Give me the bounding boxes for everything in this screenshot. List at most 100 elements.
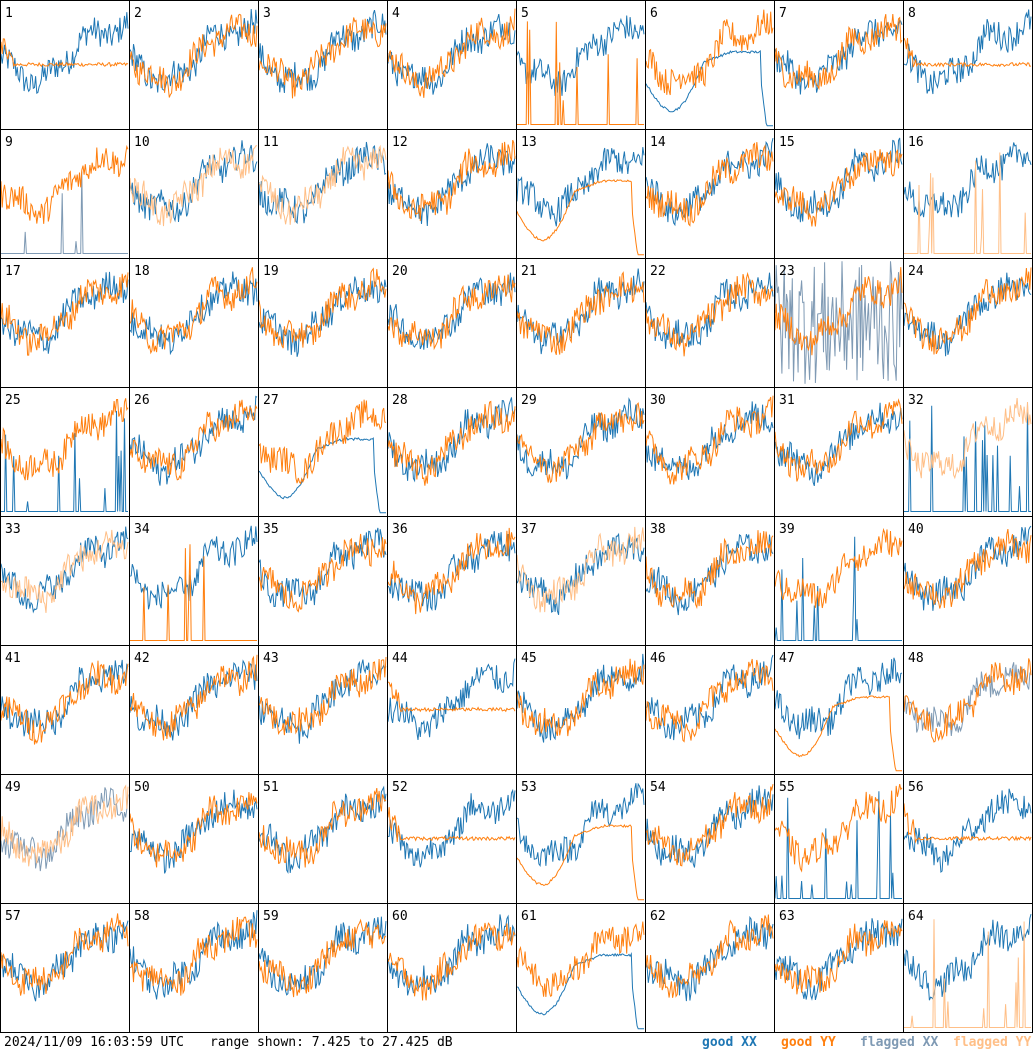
series-yy-11 xyxy=(258,144,387,225)
series-xx-32 xyxy=(904,404,1031,512)
panel-label: 19 xyxy=(263,264,279,279)
series-yy-9 xyxy=(0,144,129,224)
series-xx-25 xyxy=(1,410,128,512)
panel-49: 49 xyxy=(0,774,130,904)
series-yy-36 xyxy=(387,527,516,615)
series-yy-37 xyxy=(516,526,645,613)
series-yy-4 xyxy=(387,8,516,98)
panel-label: 15 xyxy=(779,135,795,150)
panel-label: 57 xyxy=(5,909,21,924)
panel-label: 52 xyxy=(392,780,408,795)
series-xx-15 xyxy=(774,137,903,223)
panel-label: 42 xyxy=(134,651,150,666)
series-yy-42 xyxy=(129,654,258,741)
panel-62: 62 xyxy=(645,903,775,1033)
series-xx-29 xyxy=(516,397,645,480)
panel-13: 13 xyxy=(516,129,646,259)
panel-28: 28 xyxy=(387,387,517,517)
panel-1: 1 xyxy=(0,0,130,130)
series-yy-16 xyxy=(904,152,1031,254)
panel-label: 6 xyxy=(650,6,658,21)
panel-50: 50 xyxy=(129,774,259,904)
panel-label: 44 xyxy=(392,651,408,666)
panel-45: 45 xyxy=(516,645,646,775)
panel-label: 59 xyxy=(263,909,279,924)
panel-5: 5 xyxy=(516,0,646,130)
panel-label: 35 xyxy=(263,522,279,537)
panel-label: 5 xyxy=(521,6,529,21)
series-xx-37 xyxy=(516,532,645,616)
panel-2: 2 xyxy=(129,0,259,130)
series-yy-23 xyxy=(774,267,903,356)
panel-label: 30 xyxy=(650,393,666,408)
panel-33: 33 xyxy=(0,516,130,646)
panel-label: 37 xyxy=(521,522,537,537)
series-xx-35 xyxy=(258,527,387,608)
series-yy-41 xyxy=(0,660,129,745)
panel-4: 4 xyxy=(387,0,517,130)
panel-label: 58 xyxy=(134,909,150,924)
panel-37: 37 xyxy=(516,516,646,646)
series-xx-16 xyxy=(903,142,1032,218)
series-xx-54 xyxy=(645,785,774,868)
series-yy-47 xyxy=(774,695,902,772)
series-xx-24 xyxy=(903,272,1032,357)
series-yy-10 xyxy=(129,145,258,227)
panel-18: 18 xyxy=(129,258,259,388)
panel-label: 49 xyxy=(5,780,21,795)
panel-11: 11 xyxy=(258,129,388,259)
series-xx-55 xyxy=(774,791,902,899)
series-xx-11 xyxy=(258,141,387,225)
panel-53: 53 xyxy=(516,774,646,904)
panel-59: 59 xyxy=(258,903,388,1033)
series-yy-62 xyxy=(645,914,774,998)
series-xx-12 xyxy=(387,143,516,227)
series-yy-61 xyxy=(516,921,645,997)
panel-42: 42 xyxy=(129,645,259,775)
series-xx-36 xyxy=(387,531,516,612)
panel-46: 46 xyxy=(645,645,775,775)
series-xx-2 xyxy=(129,8,258,93)
panel-label: 40 xyxy=(908,522,924,537)
panel-23: 23 xyxy=(774,258,904,388)
panel-25: 25 xyxy=(0,387,130,517)
legend-good-xx: good XX xyxy=(702,1035,757,1050)
series-yy-32 xyxy=(903,398,1032,480)
panel-label: 31 xyxy=(779,393,795,408)
panel-label: 1 xyxy=(5,6,13,21)
panel-label: 14 xyxy=(650,135,666,150)
series-xx-53 xyxy=(516,782,645,867)
panel-3: 3 xyxy=(258,0,388,130)
panel-label: 22 xyxy=(650,264,666,279)
panel-29: 29 xyxy=(516,387,646,517)
panel-label: 54 xyxy=(650,780,666,795)
series-xx-47 xyxy=(774,657,903,740)
timestamp: 2024/11/09 16:03:59 UTC xyxy=(4,1035,185,1050)
series-xx-30 xyxy=(645,401,774,480)
panel-30: 30 xyxy=(645,387,775,517)
series-yy-56 xyxy=(903,803,1032,844)
panel-63: 63 xyxy=(774,903,904,1033)
panel-60: 60 xyxy=(387,903,517,1033)
panel-label: 13 xyxy=(521,135,537,150)
series-xx-64 xyxy=(903,913,1032,1001)
panel-57: 57 xyxy=(0,903,130,1033)
panel-12: 12 xyxy=(387,129,517,259)
series-xx-22 xyxy=(645,272,774,349)
panel-35: 35 xyxy=(258,516,388,646)
series-yy-15 xyxy=(774,148,903,227)
panel-label: 39 xyxy=(779,522,795,537)
series-xx-61 xyxy=(516,951,644,1030)
series-yy-48 xyxy=(903,658,1032,743)
series-xx-14 xyxy=(645,137,774,227)
series-xx-57 xyxy=(0,920,129,1002)
panel-label: 26 xyxy=(134,393,150,408)
series-yy-25 xyxy=(0,398,129,481)
series-yy-58 xyxy=(129,916,258,996)
panel-17: 17 xyxy=(0,258,130,388)
series-yy-1 xyxy=(0,38,129,68)
series-xx-52 xyxy=(387,788,516,868)
panel-label: 29 xyxy=(521,393,537,408)
series-xx-13 xyxy=(516,147,645,227)
series-yy-20 xyxy=(387,274,516,351)
